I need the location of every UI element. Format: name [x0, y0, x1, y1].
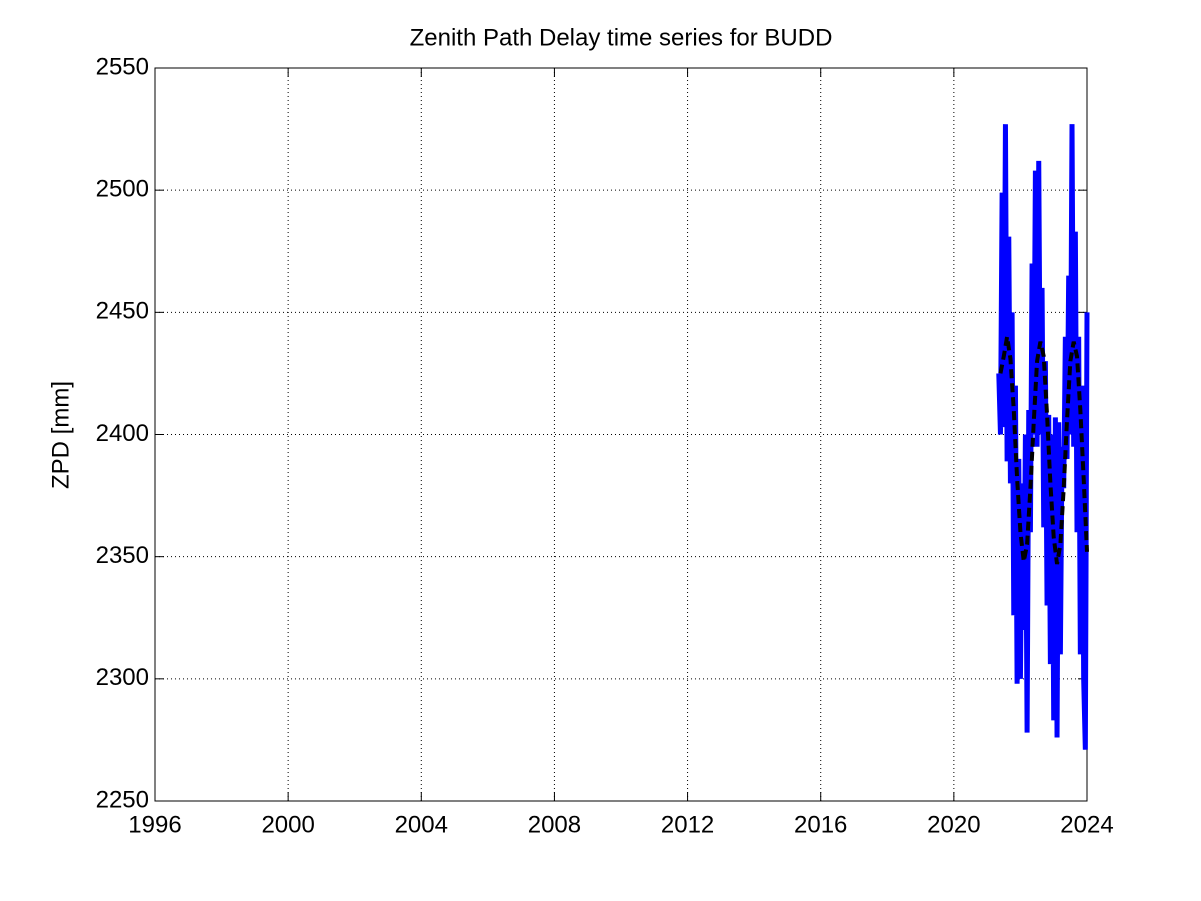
y-tick-label: 2350	[96, 542, 149, 569]
x-tick-label: 2000	[261, 811, 314, 838]
data-line	[998, 336, 1089, 565]
y-tick-label: 2250	[96, 786, 149, 813]
data-line	[996, 124, 1090, 750]
y-tick-label: 2450	[96, 298, 149, 325]
y-axis-label: ZPD [mm]	[47, 381, 74, 489]
y-tick-label: 2300	[96, 664, 149, 691]
x-tick-label: 2024	[1060, 811, 1113, 838]
y-tick-label: 2500	[96, 176, 149, 203]
x-tick-label: 2016	[794, 811, 847, 838]
y-tick-label: 2400	[96, 420, 149, 447]
x-tick-label: 2020	[927, 811, 980, 838]
x-tick-label: 1996	[128, 811, 181, 838]
y-tick-label: 2550	[96, 53, 149, 80]
x-tick-label: 2012	[661, 811, 714, 838]
x-tick-label: 2008	[528, 811, 581, 838]
chart-title: Zenith Path Delay time series for BUDD	[410, 24, 833, 51]
x-tick-label: 2004	[395, 811, 448, 838]
